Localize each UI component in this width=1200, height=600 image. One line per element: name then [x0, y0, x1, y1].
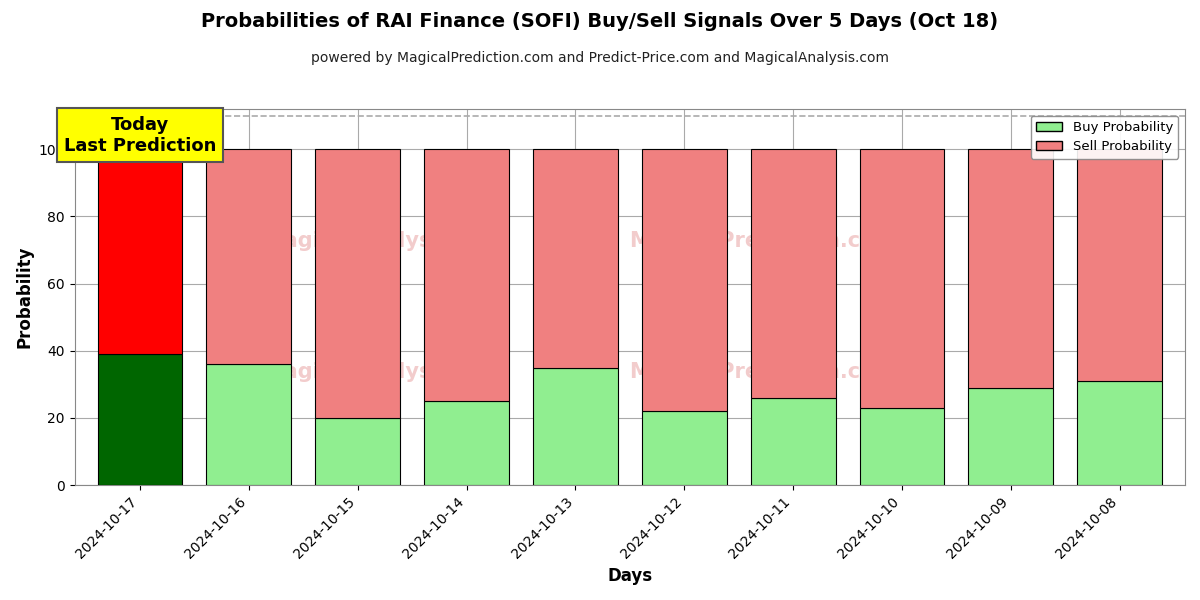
Bar: [642, 149, 727, 411]
Text: MagicalAnalysis.com: MagicalAnalysis.com: [263, 362, 508, 382]
Bar: [1078, 381, 1162, 485]
Bar: [533, 149, 618, 368]
Bar: [751, 149, 835, 398]
Bar: [1078, 149, 1162, 381]
Bar: [206, 149, 292, 364]
Bar: [751, 398, 835, 485]
Bar: [533, 368, 618, 485]
Bar: [206, 364, 292, 485]
X-axis label: Days: Days: [607, 567, 653, 585]
Bar: [968, 149, 1054, 388]
Bar: [97, 149, 182, 354]
Bar: [424, 149, 509, 401]
Text: MagicalPrediction.com: MagicalPrediction.com: [630, 230, 896, 251]
Bar: [316, 418, 400, 485]
Text: MagicalAnalysis.com: MagicalAnalysis.com: [263, 230, 508, 251]
Bar: [97, 354, 182, 485]
Bar: [316, 149, 400, 418]
Legend: Buy Probability, Sell Probability: Buy Probability, Sell Probability: [1031, 116, 1178, 159]
Y-axis label: Probability: Probability: [16, 246, 34, 349]
Bar: [859, 408, 944, 485]
Text: Today
Last Prediction: Today Last Prediction: [64, 116, 216, 155]
Text: powered by MagicalPrediction.com and Predict-Price.com and MagicalAnalysis.com: powered by MagicalPrediction.com and Pre…: [311, 51, 889, 65]
Bar: [859, 149, 944, 408]
Bar: [424, 401, 509, 485]
Bar: [968, 388, 1054, 485]
Text: Probabilities of RAI Finance (SOFI) Buy/Sell Signals Over 5 Days (Oct 18): Probabilities of RAI Finance (SOFI) Buy/…: [202, 12, 998, 31]
Text: MagicalPrediction.com: MagicalPrediction.com: [630, 362, 896, 382]
Bar: [642, 411, 727, 485]
